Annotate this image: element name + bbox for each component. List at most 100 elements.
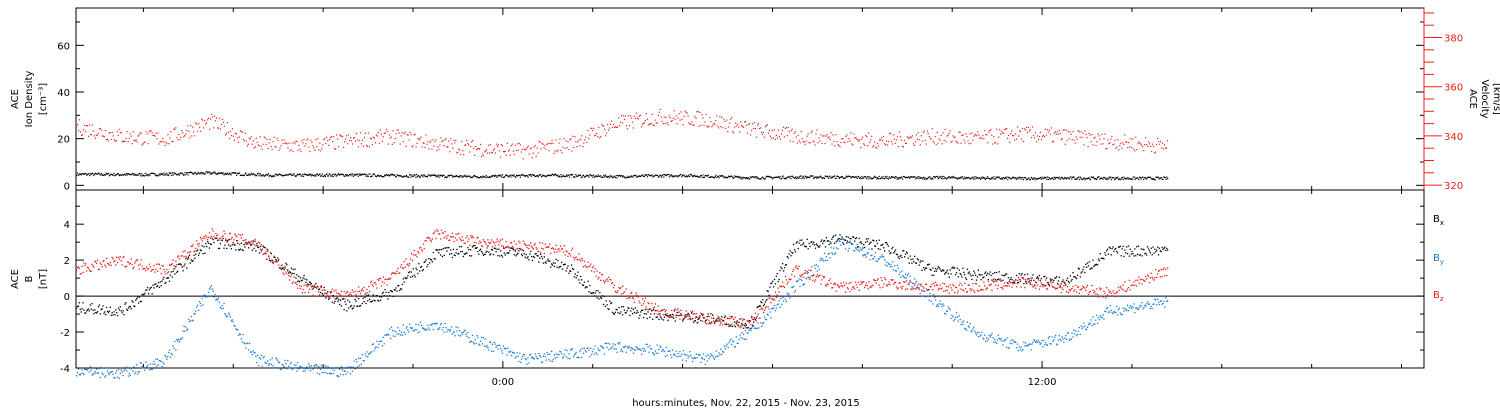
scatter-dot (359, 357, 362, 359)
scatter-dot (317, 175, 319, 177)
scatter-dot (1107, 178, 1110, 180)
scatter-dot (486, 250, 488, 253)
scatter-dot (276, 358, 278, 360)
scatter-dot (1068, 177, 1070, 179)
scatter-dot (270, 175, 273, 178)
scatter-dot (627, 307, 629, 309)
scatter-dot (899, 271, 901, 273)
scatter-dot (1083, 266, 1085, 268)
scatter-dot (104, 129, 106, 132)
scatter-dot (1138, 254, 1141, 256)
scatter-dot (494, 174, 497, 176)
scatter-dot (782, 296, 784, 298)
scatter-dot (285, 362, 287, 365)
scatter-dot (648, 174, 650, 176)
scatter-dot (1050, 127, 1052, 129)
scatter-dot (530, 357, 533, 359)
scatter-dot (982, 177, 984, 179)
scatter-dot (1122, 178, 1124, 181)
scatter-dot (199, 126, 201, 128)
scatter-dot (701, 176, 703, 178)
scatter-dot (714, 175, 716, 178)
scatter-dot (1008, 347, 1010, 349)
scatter-dot (138, 371, 141, 373)
scatter-dot (460, 331, 463, 334)
scatter-dot (973, 176, 975, 178)
scatter-dot (756, 175, 758, 178)
scatter-dot (831, 143, 833, 145)
scatter-dot (585, 351, 587, 353)
scatter-dot (152, 134, 154, 136)
scatter-dot (374, 300, 376, 302)
scatter-dot (249, 138, 251, 140)
scatter-dot (752, 324, 754, 326)
scatter-dot (745, 338, 747, 340)
scatter-dot (709, 176, 711, 178)
scatter-dot (1140, 178, 1142, 180)
scatter-dot (490, 341, 492, 344)
scatter-dot (686, 354, 688, 356)
scatter-dot (1135, 136, 1137, 138)
scatter-dot (406, 176, 408, 178)
scatter-dot (326, 173, 328, 175)
scatter-dot (849, 176, 851, 178)
scatter-dot (198, 252, 201, 254)
scatter-dot (156, 365, 158, 367)
scatter-dot (964, 277, 967, 279)
scatter-dot (893, 176, 895, 178)
scatter-dot (695, 316, 697, 318)
scatter-dot (197, 130, 199, 132)
scatter-dot (962, 178, 964, 180)
scatter-dot (653, 175, 656, 177)
scatter-dot (209, 128, 211, 130)
scatter-dot (711, 354, 713, 357)
scatter-dot (303, 138, 305, 141)
scatter-dot (700, 319, 702, 322)
scatter-dot (647, 346, 649, 348)
scatter-dot (216, 237, 218, 239)
scatter-dot (875, 146, 877, 149)
scatter-dot (335, 298, 337, 300)
scatter-dot (321, 147, 323, 150)
scatter-dot (702, 117, 704, 119)
scatter-dot (482, 254, 485, 257)
scatter-dot (1161, 246, 1163, 249)
scatter-dot (830, 177, 832, 179)
scatter-dot (243, 175, 245, 177)
scatter-dot (624, 115, 627, 117)
scatter-dot (307, 368, 309, 370)
scatter-dot (230, 248, 232, 250)
scatter-dot (285, 142, 287, 144)
scatter-dot (626, 177, 628, 179)
scatter-dot (1009, 278, 1011, 281)
scatter-dot (256, 173, 259, 175)
scatter-dot (816, 129, 818, 131)
scatter-dot (1057, 280, 1060, 282)
scatter-dot (1054, 277, 1056, 279)
scatter-dot (911, 176, 913, 178)
scatter-dot (418, 323, 420, 326)
scatter-dot (1107, 139, 1109, 141)
scatter-dot (607, 175, 610, 178)
scatter-dot (116, 173, 118, 175)
scatter-dot (391, 174, 393, 176)
scatter-dot (981, 331, 983, 333)
scatter-dot (302, 175, 305, 177)
scatter-dot (561, 268, 564, 270)
scatter-dot (359, 304, 362, 307)
scatter-dot (996, 128, 998, 130)
scatter-dot (719, 116, 721, 118)
scatter-dot (491, 343, 494, 346)
scatter-dot (998, 136, 1000, 138)
scatter-dot (422, 176, 424, 178)
scatter-dot (653, 313, 656, 315)
scatter-dot (811, 241, 813, 243)
scatter-dot (426, 176, 428, 178)
scatter-dot (169, 356, 172, 358)
scatter-dot (429, 141, 431, 144)
scatter-dot (382, 176, 384, 178)
scatter-dot (249, 173, 252, 176)
scatter-dot (855, 176, 857, 178)
scatter-dot (1124, 134, 1126, 136)
